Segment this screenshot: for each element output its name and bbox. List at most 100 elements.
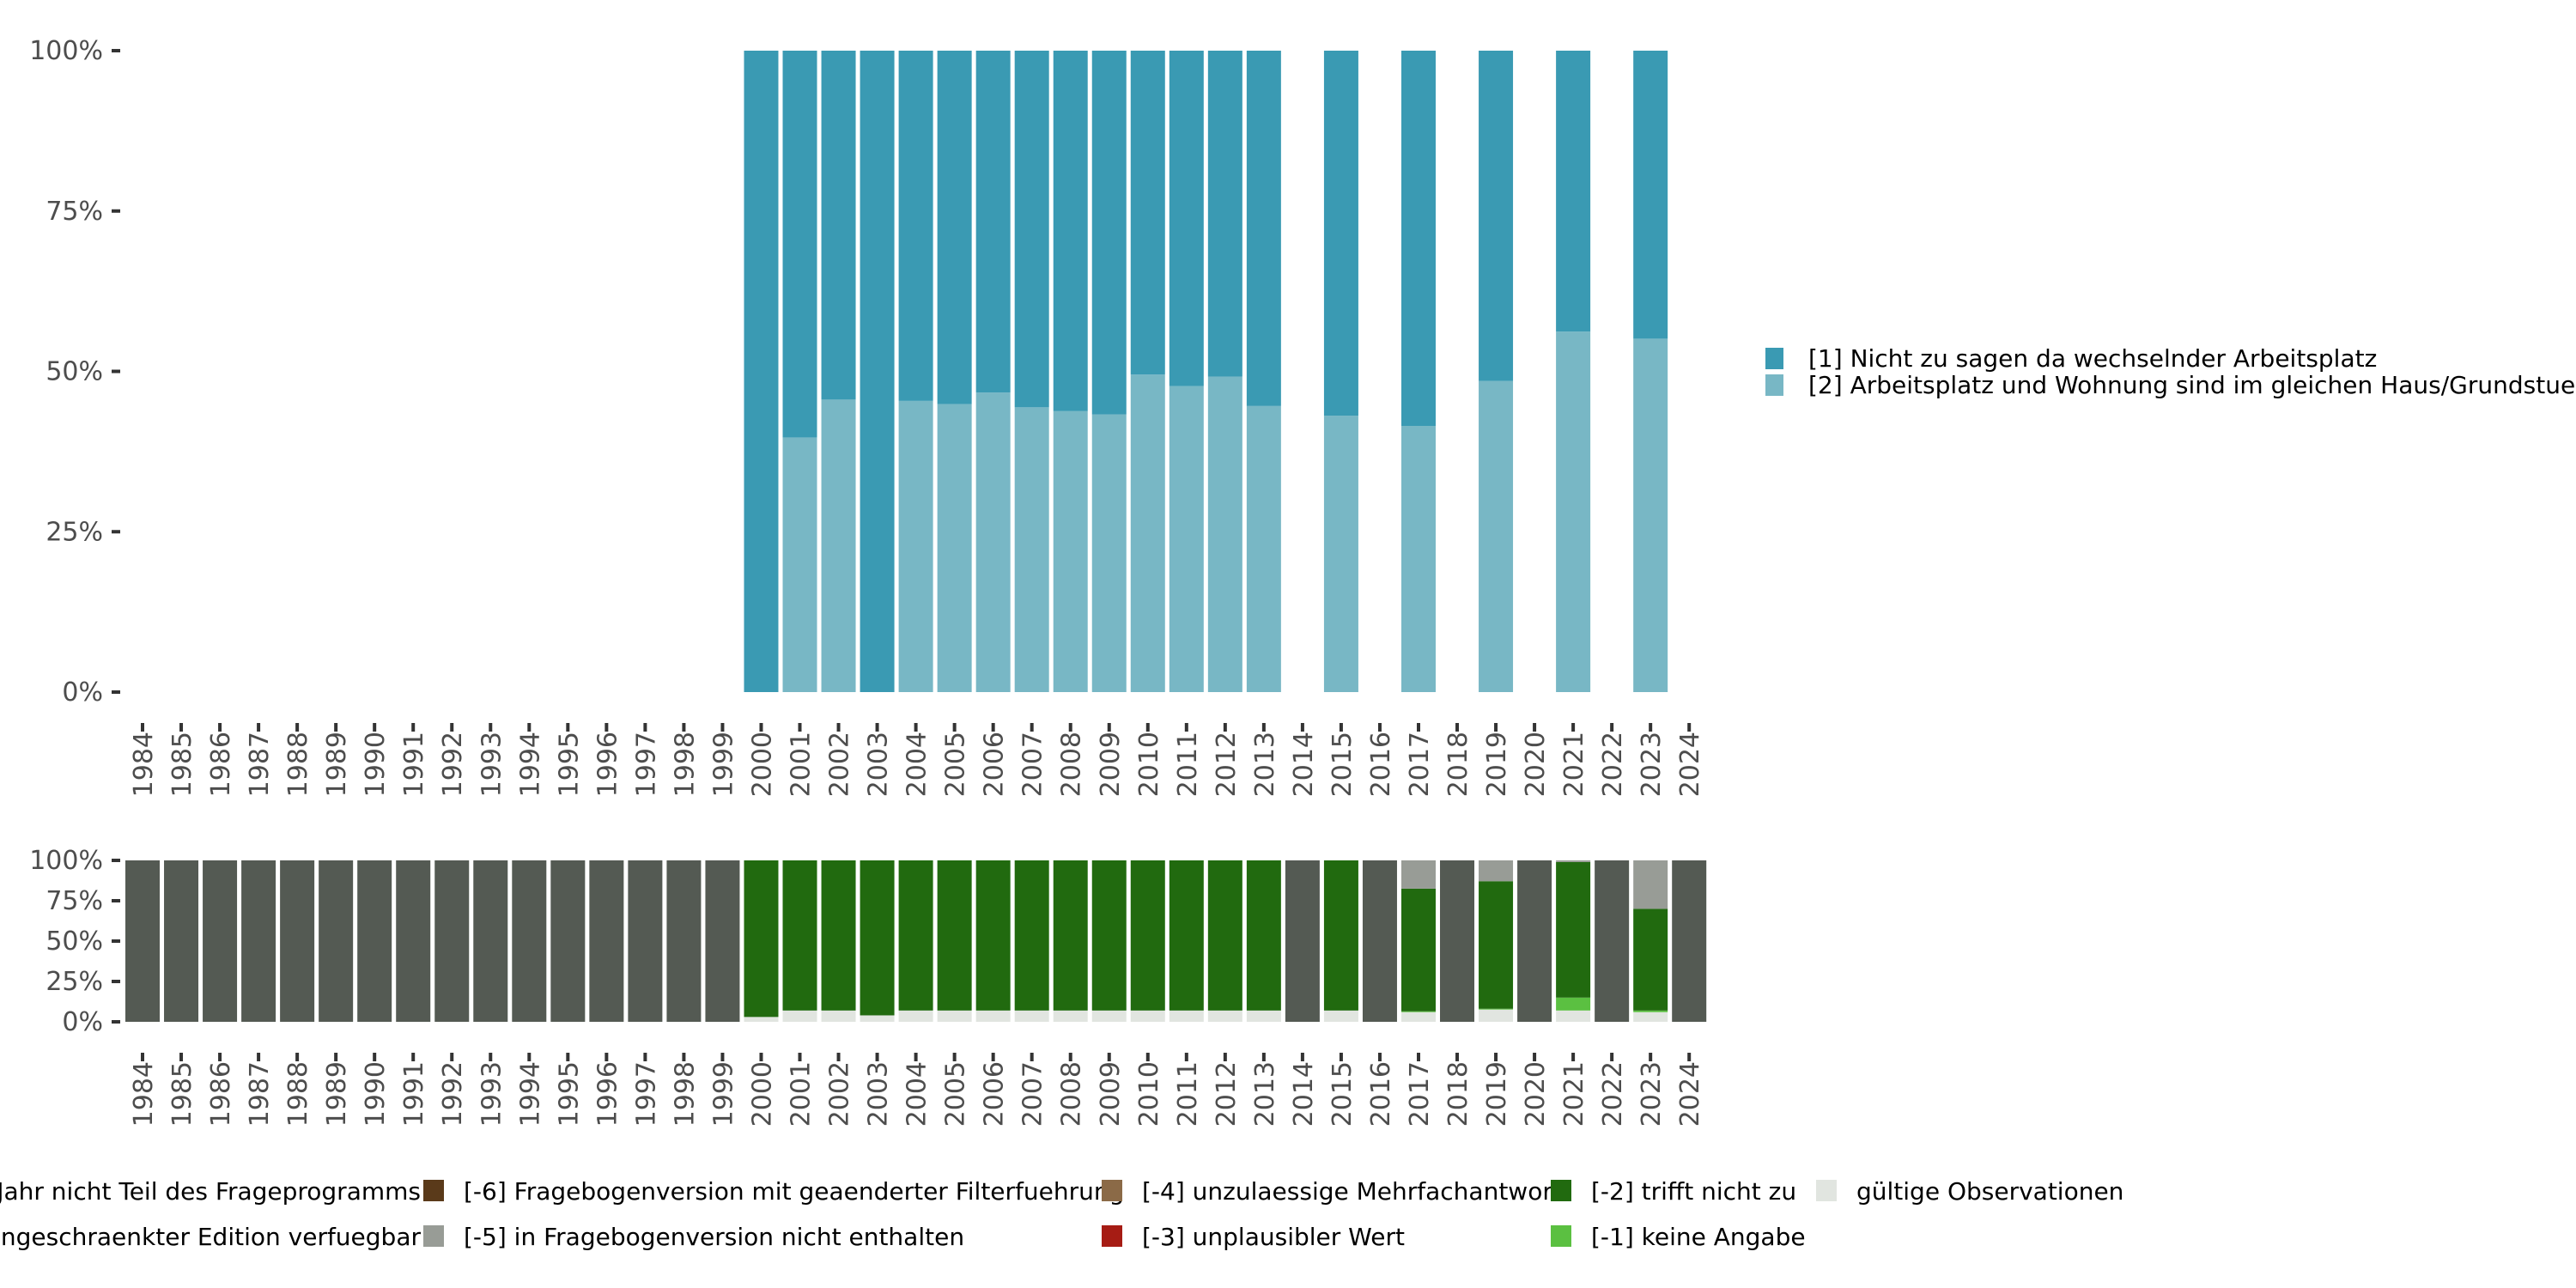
bottom-bar-segment <box>164 860 199 1022</box>
bottom-bar-segment <box>550 860 586 1022</box>
bottom-x-tick-label: 1988 <box>283 1061 313 1127</box>
top-x-tick-label: 2015 <box>1327 732 1358 797</box>
bottom-x-tick-label: 2005 <box>941 1061 971 1127</box>
top-x-tick-label: 2011 <box>1173 732 1203 797</box>
bottom-bar-segment <box>1556 997 1591 1011</box>
legend-label: [-3] unplausibler Wert <box>1142 1223 1405 1251</box>
top-bar-segment <box>975 392 1011 692</box>
top-bar-segment <box>1556 51 1591 332</box>
bottom-x-tick-label: 2021 <box>1559 1061 1589 1127</box>
top-bar-segment <box>1323 416 1358 692</box>
bottom-bar-segment <box>666 860 702 1022</box>
legend-label: [1] Nicht zu sagen da wechselnder Arbeit… <box>1808 344 2377 373</box>
bottom-x-tick-label: 2022 <box>1598 1061 1628 1127</box>
bottom-bar-segment <box>1014 860 1049 1011</box>
top-x-tick-label: 2003 <box>864 732 894 797</box>
bottom-bar-segment <box>898 1010 933 1022</box>
bottom-legend: Jahr nicht Teil des Frageprogramms [-6] F… <box>0 1177 2123 1251</box>
top-x-tick-label: 2000 <box>747 732 777 797</box>
bottom-x-tick-label: 1993 <box>477 1061 507 1127</box>
bottom-bar-segment <box>898 860 933 1011</box>
bottom-bar-segment <box>782 860 817 1011</box>
legend-label: Jahr nicht Teil des Frageprogramms <box>0 1177 421 1206</box>
bottom-x-tick-label: 1999 <box>708 1061 738 1127</box>
top-bar-segment <box>898 400 933 692</box>
top-x-tick-label: 2024 <box>1675 732 1705 797</box>
top-bar-segment <box>1053 51 1088 411</box>
bottom-bar-segment <box>589 860 624 1022</box>
bottom-bar-segment <box>1091 860 1127 1011</box>
top-x-tick-label: 2008 <box>1057 732 1087 797</box>
top-bar-segment <box>1169 386 1204 692</box>
top-bar-segment <box>1091 414 1127 692</box>
bottom-bar-segment <box>975 860 1011 1011</box>
bottom-x-tick-label: 1989 <box>322 1061 352 1127</box>
bottom-bar-segment <box>860 860 895 1016</box>
bottom-x-tick-label: 2018 <box>1443 1061 1473 1127</box>
bottom-x-tick-label: 2001 <box>787 1061 817 1127</box>
bottom-x-tick-label: 1997 <box>631 1061 661 1127</box>
bottom-x-tick-label: 1992 <box>438 1061 468 1127</box>
bottom-bar-segment <box>1556 860 1591 862</box>
top-x-tick-label: 1991 <box>399 732 429 797</box>
top-x-tick-label: 1995 <box>554 732 584 797</box>
top-bar-segment <box>1246 51 1281 406</box>
bottom-x-tick-label: 2011 <box>1173 1061 1203 1127</box>
bottom-bar-segment <box>705 860 740 1022</box>
bottom-x-tick-label: 2003 <box>864 1061 894 1127</box>
top-x-tick-label: 1994 <box>515 732 545 797</box>
top-x-tick-label: 2017 <box>1405 732 1435 797</box>
top-bar-segment <box>937 404 972 692</box>
bottom-bar-segment <box>782 1010 817 1022</box>
bottom-bar-segment <box>937 1010 972 1022</box>
bottom-bar-segment <box>975 1010 1011 1022</box>
legend-key <box>1816 1180 1837 1201</box>
bottom-bar-segment <box>744 860 779 1018</box>
bottom-bar-segment <box>1246 860 1281 1011</box>
bottom-x-tick-label: 2007 <box>1018 1061 1048 1127</box>
top-x-tick-label: 2018 <box>1443 732 1473 797</box>
top-bar-segment <box>1633 338 1668 692</box>
bottom-bar-segment <box>1169 860 1204 1011</box>
top-legend: [1] Nicht zu sagen da wechselnder Arbeit… <box>1765 344 2576 399</box>
bottom-bar-segment <box>628 860 663 1022</box>
legend-label: [2] Arbeitsplatz und Wohnung sind im gle… <box>1808 371 2576 399</box>
bottom-bar-segment <box>1479 1009 1514 1022</box>
top-x-tick-label: 1987 <box>245 732 275 797</box>
bottom-y-tick-label: 25% <box>46 967 103 997</box>
top-x-tick-label: 2016 <box>1366 732 1396 797</box>
bottom-chart: 0% 25% 50% 75% 100% 1984 1985 1986 1987 1988 1989 1… <box>29 846 1707 1127</box>
bottom-x-tick-label: 2020 <box>1521 1061 1551 1127</box>
top-x-tick-label: 2021 <box>1559 732 1589 797</box>
bottom-bar-segment <box>1053 860 1088 1011</box>
top-x-tick-label: 2007 <box>1018 732 1048 797</box>
top-y-tick-label: 100% <box>29 36 103 66</box>
legend-label: gültige Observationen <box>1856 1177 2123 1206</box>
top-bar-segment <box>975 51 1011 393</box>
bottom-x-tick-label: 2002 <box>825 1061 855 1127</box>
legend-key <box>1102 1180 1122 1201</box>
top-bar-segment <box>1633 51 1668 339</box>
top-bar-segment <box>1479 380 1514 692</box>
bottom-bar-segment <box>1285 860 1320 1022</box>
bottom-bar-segment <box>1440 860 1475 1022</box>
top-x-tick-label: 1996 <box>592 732 623 797</box>
top-bar-segment <box>1246 405 1281 692</box>
top-x-tick-label: 2014 <box>1289 732 1319 797</box>
bottom-y-tick-label: 100% <box>29 846 103 876</box>
bottom-bar-segment <box>937 860 972 1011</box>
top-x-tick-label: 1992 <box>438 732 468 797</box>
bottom-bar-segment <box>1672 860 1707 1022</box>
top-y-tick-label: 50% <box>46 357 103 387</box>
bottom-x-tick-label: 1994 <box>515 1061 545 1127</box>
bottom-bar-segment <box>1556 861 1591 998</box>
bottom-bar-segment <box>1633 908 1668 1011</box>
legend-key <box>1765 374 1783 396</box>
legend-label: eingeschraenkter Edition verfuegbar <box>0 1223 421 1251</box>
bottom-bar-segment <box>1479 881 1514 1009</box>
top-bar-segment <box>744 51 779 692</box>
top-bar-segment <box>1400 51 1436 426</box>
top-bar-segment <box>1130 374 1165 692</box>
bottom-bar-segment <box>357 860 392 1022</box>
bottom-bar-segment <box>821 1010 856 1022</box>
